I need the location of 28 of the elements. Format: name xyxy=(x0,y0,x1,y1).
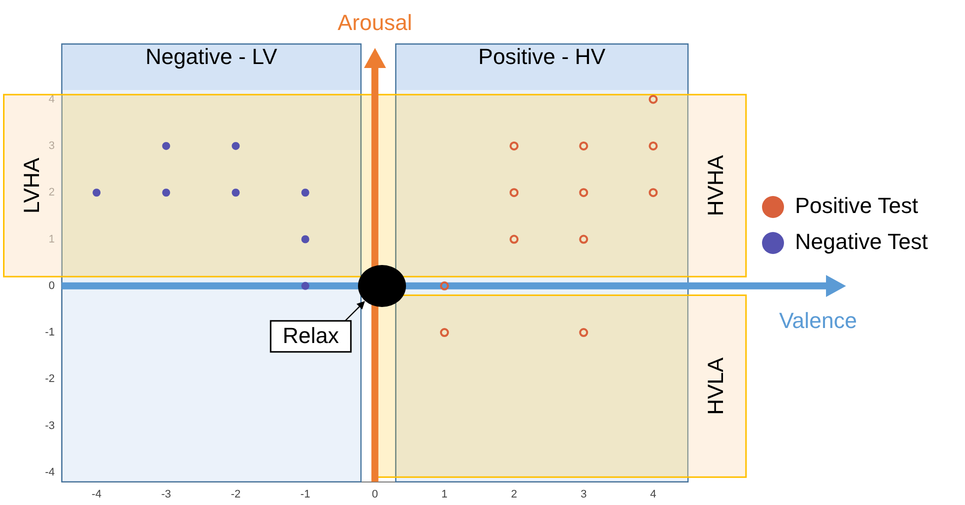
legend-label: Negative Test xyxy=(795,229,928,254)
band-label: Negative - LV xyxy=(146,44,278,70)
x-tick-label: 1 xyxy=(441,488,448,500)
x-tick-label: -4 xyxy=(92,488,102,500)
x-tick-label: -2 xyxy=(230,488,241,500)
y-tick-label: -4 xyxy=(45,466,55,479)
y-tick-label: -3 xyxy=(45,420,55,432)
y-tick-label: -2 xyxy=(45,373,55,386)
x-tick-label: 3 xyxy=(580,488,587,500)
y-tick-label: 4 xyxy=(48,93,55,106)
x-tick-label: -1 xyxy=(300,488,310,500)
x-tick-label: -3 xyxy=(161,488,172,500)
y-tick-label: 3 xyxy=(48,140,55,152)
y-tick-label: 2 xyxy=(48,186,55,199)
y-tick-label: -1 xyxy=(45,326,55,339)
y-tick-label: 0 xyxy=(48,280,55,292)
x-tick-label: 2 xyxy=(510,488,518,500)
y-tick-label: 1 xyxy=(48,233,55,246)
annotation: Relax xyxy=(282,322,339,348)
x-tick-label: 0 xyxy=(372,488,378,500)
band-label: HVHA xyxy=(703,154,728,216)
band-label: LVHA xyxy=(18,157,44,214)
legend-label: Positive Test xyxy=(795,193,918,218)
ref-line-label: Arousal xyxy=(338,10,412,36)
band-label: HVLA xyxy=(703,357,728,415)
x-tick-label: 4 xyxy=(650,488,656,500)
band-label: Positive - HV xyxy=(478,44,606,70)
ref-line-label: Valence xyxy=(779,308,857,333)
